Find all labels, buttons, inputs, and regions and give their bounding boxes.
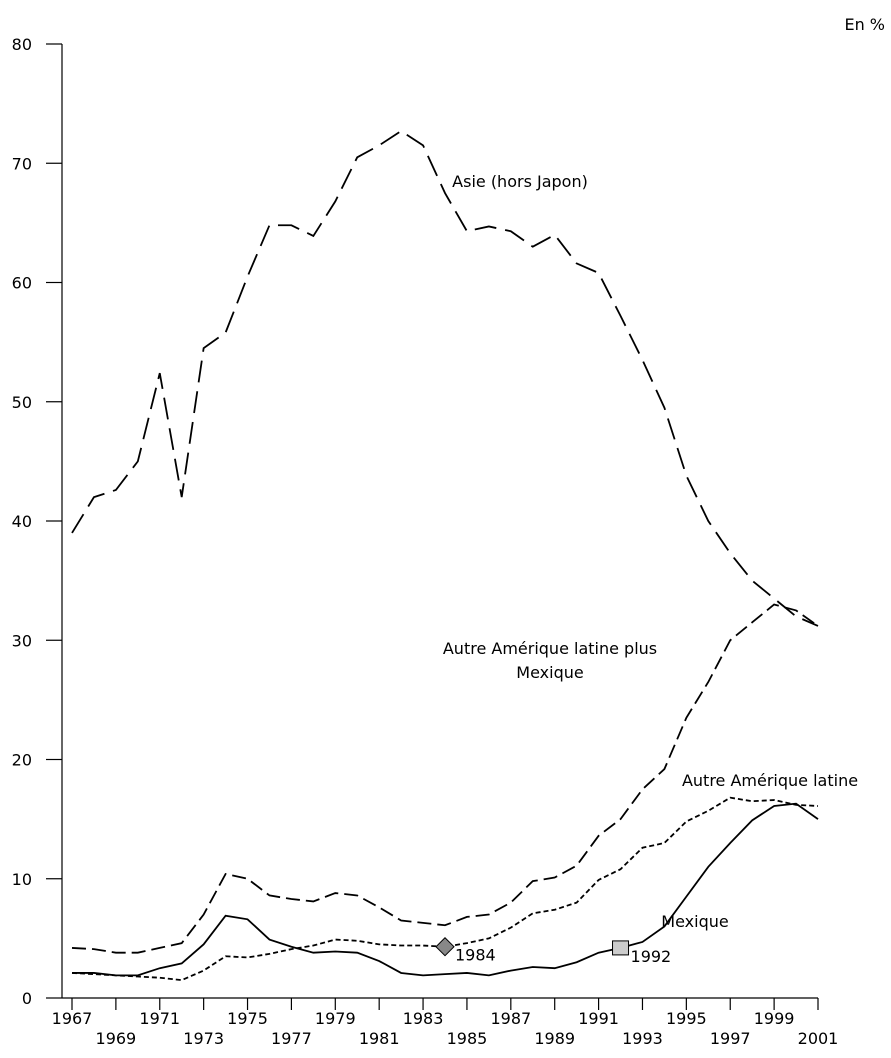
- x-tick-label: 1973: [183, 1029, 224, 1048]
- x-tick-label: 1979: [315, 1009, 356, 1028]
- x-tick-label: 1999: [754, 1009, 795, 1028]
- y-tick-label: 70: [12, 154, 32, 173]
- series-line: [71, 129, 819, 627]
- x-tick-label: 1975: [227, 1009, 268, 1028]
- y-tick-label: 60: [12, 274, 32, 293]
- series-line: [72, 802, 819, 977]
- unit-label: En %: [844, 15, 885, 34]
- annotation-label: 1984: [455, 946, 496, 965]
- y-tick-label: 80: [12, 35, 32, 54]
- x-tick-label: 1983: [403, 1009, 444, 1028]
- y-tick-label: 10: [12, 870, 32, 889]
- x-tick-label: 1981: [359, 1029, 400, 1048]
- series-line: [71, 603, 819, 954]
- series-label: Autre Amérique latine plus Mexique: [442, 639, 658, 682]
- x-tick-label: 1995: [666, 1009, 707, 1028]
- y-tick-label: 40: [12, 512, 32, 531]
- annotation-marker: [612, 940, 630, 956]
- y-tick-label: 20: [12, 751, 32, 770]
- y-tick-label: 50: [12, 393, 32, 412]
- series-label: Asie (hors Japon): [452, 172, 588, 191]
- x-tick-label: 1991: [578, 1009, 619, 1028]
- y-tick-label: 0: [22, 989, 32, 1008]
- x-tick-label: 1969: [96, 1029, 137, 1048]
- y-tick-label: 30: [12, 631, 32, 650]
- x-tick-label: 1997: [710, 1029, 751, 1048]
- annotation-marker: [435, 937, 455, 957]
- series-label: Autre Amérique latine: [681, 771, 859, 790]
- series-label: Mexique: [661, 912, 729, 931]
- x-tick-label: 1993: [622, 1029, 663, 1048]
- x-tick-label: 1989: [534, 1029, 575, 1048]
- x-tick-label: 1977: [271, 1029, 312, 1048]
- x-tick-label: 1971: [139, 1009, 180, 1028]
- x-tick-label: 1987: [490, 1009, 531, 1028]
- x-tick-label: 1967: [52, 1009, 93, 1028]
- annotation-label: 1992: [631, 947, 672, 966]
- x-tick-label: 2001: [798, 1029, 839, 1048]
- x-tick-label: 1985: [447, 1029, 488, 1048]
